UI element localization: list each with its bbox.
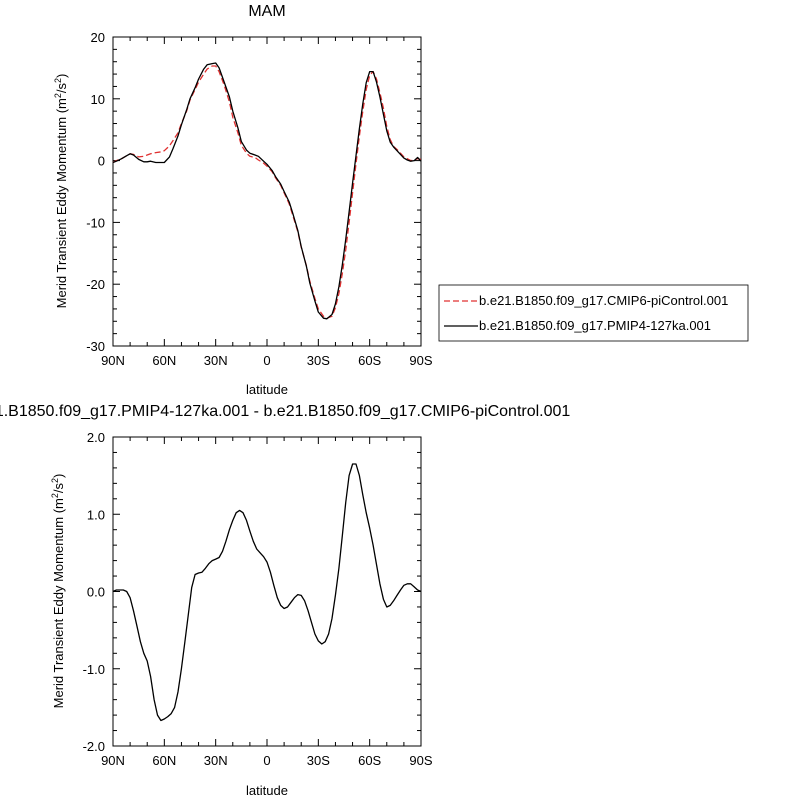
bottom-x-tick-label: 30N bbox=[204, 753, 228, 768]
top-x-tick-label: 0 bbox=[263, 353, 270, 368]
bottom-x-tick-label: 30S bbox=[307, 753, 330, 768]
bottom-y-tick-label: -1.0 bbox=[83, 662, 105, 677]
bottom-chart-title: b.e21.B1850.f09_g17.PMIP4-127ka.001 - b.… bbox=[0, 403, 570, 420]
legend-box bbox=[438, 284, 749, 342]
bottom-y-axis-label-sup1: 2 bbox=[50, 493, 60, 498]
top-y-axis-label-main: Merid Transient Eddy Momentum (m bbox=[54, 98, 69, 308]
top-plot-area: 90N 60N 30N 0 30S 60S 90S 20 10 0 -10 -20 -30 bbox=[86, 30, 433, 368]
legend-label-picontrol: b.e21.B1850.f09_g17.CMIP6-piControl.001 bbox=[479, 293, 728, 308]
bottom-y-tick-label: 0.0 bbox=[87, 585, 105, 600]
top-y-axis-label-sup1: 2 bbox=[53, 93, 63, 98]
bottom-x-axis-label: latitude bbox=[246, 783, 288, 798]
top-y-axis-label: Merid Transient Eddy Momentum (m2/s2) bbox=[53, 74, 69, 309]
bottom-y-axis-label-sup2: 2 bbox=[50, 478, 60, 483]
legend-label-127ka: b.e21.B1850.f09_g17.PMIP4-127ka.001 bbox=[479, 318, 711, 333]
top-y-axis-label-sup2: 2 bbox=[53, 78, 63, 83]
top-y-tick-label: -30 bbox=[86, 339, 105, 354]
top-series-line-0 bbox=[112, 65, 422, 319]
bottom-x-tick-label: 60S bbox=[358, 753, 381, 768]
bottom-y-axis-label: Merid Transient Eddy Momentum (m2/s2) bbox=[50, 474, 66, 709]
bottom-y-tick-label: -2.0 bbox=[83, 739, 105, 754]
top-x-tick-label: 90N bbox=[101, 353, 125, 368]
top-x-axis-label: latitude bbox=[246, 382, 288, 397]
bottom-y-axis-label-mid: /s bbox=[51, 483, 66, 494]
bottom-y-axis-label-main: Merid Transient Eddy Momentum (m bbox=[51, 498, 66, 708]
bottom-x-tick-label: 90N bbox=[101, 753, 125, 768]
top-x-tick-label: 30N bbox=[204, 353, 228, 368]
top-y-tick-label: -20 bbox=[86, 277, 105, 292]
top-x-tick-label: 60N bbox=[152, 353, 176, 368]
top-plot-frame bbox=[112, 36, 422, 347]
bottom-plot-frame bbox=[112, 436, 422, 747]
top-x-tick-label: 30S bbox=[307, 353, 330, 368]
bottom-y-axis-label-end: ) bbox=[51, 474, 66, 478]
top-chart: MAM 90N 60N 30N 0 30S 60S 90S 20 10 0 -10 -20 -30 la… bbox=[53, 3, 433, 397]
top-y-axis-label-end: ) bbox=[54, 74, 69, 78]
top-y-axis-label-mid: /s bbox=[54, 83, 69, 94]
bottom-plot-area: 90N 60N 30N 0 30S 60S 90S 2.0 1.0 0.0 -1.0 -2.0 bbox=[83, 430, 433, 768]
bottom-x-tick-label: 60N bbox=[152, 753, 176, 768]
top-x-tick-label: 90S bbox=[409, 353, 432, 368]
legend: b.e21.B1850.f09_g17.CMIP6-piControl.001 … bbox=[438, 284, 749, 342]
bottom-y-tick-label: 2.0 bbox=[87, 430, 105, 445]
top-y-tick-label: -10 bbox=[86, 215, 105, 230]
bottom-series-line-0 bbox=[112, 463, 422, 722]
top-y-tick-label: 10 bbox=[91, 92, 105, 107]
top-x-tick-label: 60S bbox=[358, 353, 381, 368]
bottom-x-tick-label: 90S bbox=[409, 753, 432, 768]
bottom-x-tick-label: 0 bbox=[263, 753, 270, 768]
bottom-y-tick-label: 1.0 bbox=[87, 507, 105, 522]
bottom-chart: b.e21.B1850.f09_g17.PMIP4-127ka.001 - b.… bbox=[0, 403, 570, 798]
top-series-line-1 bbox=[112, 62, 422, 320]
top-y-tick-label: 0 bbox=[98, 154, 105, 169]
top-y-tick-label: 20 bbox=[91, 30, 105, 45]
top-chart-title: MAM bbox=[248, 3, 285, 20]
